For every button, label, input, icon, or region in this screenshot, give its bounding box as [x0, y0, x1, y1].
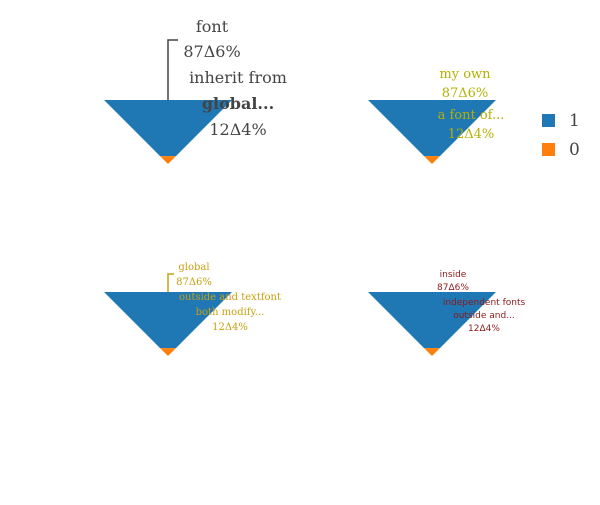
funnel-1-slice-1	[104, 100, 232, 157]
funnel-3-label-0-line-2: 12Δ4%	[212, 322, 248, 333]
funnel-3-leader-line	[167, 273, 174, 292]
funnel-4-label-1-line-2: 87Δ6%	[437, 283, 469, 293]
funnel-2-label-1-line-2: 87Δ6%	[442, 86, 489, 101]
funnel-1-slice-0	[160, 156, 176, 164]
funnel-3-label-1-line-3: outside and textfont	[179, 292, 281, 303]
funnel-3-slice-0	[160, 348, 176, 356]
funnel-1-label-1-line-3: inherit from	[189, 68, 287, 87]
funnel-1-label-0-line-2: 12Δ4%	[209, 120, 266, 139]
funnel-2-slice-0	[424, 156, 440, 164]
legend-label-0: 0	[569, 140, 580, 160]
funnel-3-slice-1	[104, 292, 232, 349]
legend-label-1: 1	[569, 111, 580, 131]
funnel-3-label-1-line-2: 87Δ6%	[176, 277, 212, 288]
funnel-4-slice-0	[424, 348, 440, 356]
funnel-2-label-0-line-2: 12Δ4%	[448, 127, 495, 142]
funnel-1-label-1-line-2: 87Δ6%	[183, 42, 240, 61]
funnel-4-label-1-line-3: independent fonts	[443, 298, 526, 308]
funnel-1-label-1-line-1: font	[196, 17, 229, 36]
funnel-2-label-1-line-1: my own	[439, 67, 491, 82]
funnel-3-label-0-line-1: both modify...	[196, 307, 265, 318]
funnel-4-label-1-line-1: inside	[440, 270, 467, 280]
funnel-2-label-0-line-1: a font of...	[438, 108, 505, 123]
funnel-1-label-0-line-1: global...	[202, 94, 274, 113]
funnel-3-label-1-line-1: global	[178, 262, 209, 273]
funnel-2-slice-1	[368, 100, 496, 157]
legend-swatch-1	[542, 114, 555, 127]
funnel-1-leader-line	[167, 39, 178, 100]
funnel-4-label-0-line-1: outside and...	[453, 311, 515, 321]
funnel-4-slice-1	[368, 292, 496, 349]
legend-swatch-0	[542, 143, 555, 156]
funnel-4-label-0-line-2: 12Δ4%	[468, 324, 500, 334]
